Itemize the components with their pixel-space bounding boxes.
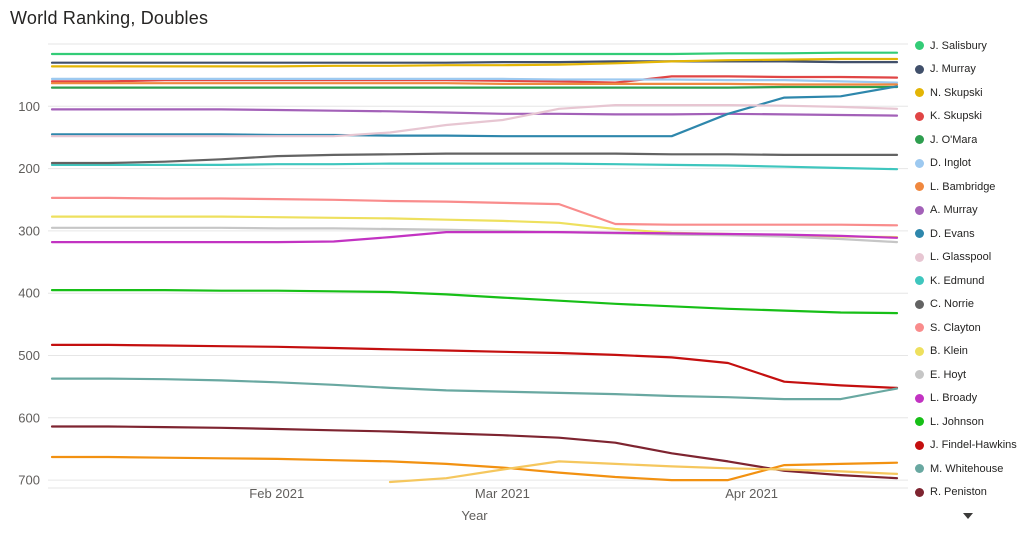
y-tick-label: 200 <box>18 161 40 176</box>
legend-label: R. Peniston <box>930 486 987 499</box>
legend-item-e-hoyt[interactable]: E. Hoyt <box>915 363 1023 387</box>
legend-item-j-salisbury[interactable]: J. Salisbury <box>915 34 1023 58</box>
legend-item-k-edmund[interactable]: K. Edmund <box>915 269 1023 293</box>
legend-label: L. Bambridge <box>930 180 996 193</box>
legend-color-dot <box>915 111 924 121</box>
line-chart-plot: 100 200 300 400 500 600 700 Feb 2021 Mar 2021 Apr… <box>18 43 908 501</box>
legend-label: A. Murray <box>930 204 978 217</box>
chart-title: World Ranking, Doubles <box>10 8 209 28</box>
legend-label: K. Edmund <box>930 274 985 287</box>
legend-item-l-bambridge[interactable]: L. Bambridge <box>915 175 1023 199</box>
x-tick-label: Feb 2021 <box>249 486 304 501</box>
legend-item-l-johnson[interactable]: L. Johnson <box>915 410 1023 434</box>
legend-item-d-evans[interactable]: D. Evans <box>915 222 1023 246</box>
legend-item-m-whitehouse[interactable]: M. Whitehouse <box>915 457 1023 481</box>
legend-color-dot <box>915 346 924 356</box>
legend-item-j-findel-hawkins[interactable]: J. Findel-Hawkins <box>915 434 1023 458</box>
series-line-l-bambridge[interactable] <box>50 82 899 86</box>
legend-label: E. Hoyt <box>930 368 967 381</box>
series-line-d-inglot[interactable] <box>50 77 899 84</box>
y-tick-label: 100 <box>18 99 40 114</box>
series-line-unlabeled-orange[interactable] <box>50 455 899 482</box>
series-line-j-o-mara[interactable] <box>50 85 899 89</box>
series-line-l-johnson[interactable] <box>50 289 899 315</box>
legend-color-dot <box>915 41 924 51</box>
chart-legend: J. Salisbury J. Murray N. Skupski K. Skupsk… <box>915 34 1023 504</box>
series-line-a-murray[interactable] <box>50 108 899 117</box>
series-line-j-salisbury[interactable] <box>50 51 899 56</box>
series-line-m-whitehouse[interactable] <box>50 377 899 401</box>
legend-item-k-skupski[interactable]: K. Skupski <box>915 105 1023 129</box>
legend-color-dot <box>915 440 924 450</box>
legend-label: M. Whitehouse <box>930 462 1004 475</box>
x-tick-label: Apr 2021 <box>725 486 778 501</box>
legend-item-j-murray[interactable]: J. Murray <box>915 58 1023 82</box>
legend-label: J. Findel-Hawkins <box>930 439 1017 452</box>
legend-color-dot <box>915 135 924 145</box>
legend-item-r-peniston[interactable]: R. Peniston <box>915 481 1023 505</box>
series-line-n-skupski[interactable] <box>50 57 899 68</box>
legend-scroll-down-button[interactable] <box>958 509 978 523</box>
series-line-c-norrie[interactable] <box>50 152 899 165</box>
series-line-j-findel-hawkins[interactable] <box>50 343 899 389</box>
legend-color-dot <box>915 205 924 215</box>
legend-color-dot <box>915 88 924 98</box>
legend-label: B. Klein <box>930 345 968 358</box>
series-line-d-evans[interactable] <box>50 85 899 138</box>
legend-color-dot <box>915 370 924 380</box>
y-tick-label: 600 <box>18 410 40 425</box>
legend-color-dot <box>915 323 924 333</box>
legend-label: S. Clayton <box>930 321 981 334</box>
legend-color-dot <box>915 252 924 262</box>
legend-color-dot <box>915 229 924 239</box>
legend-item-l-broady[interactable]: L. Broady <box>915 387 1023 411</box>
series-line-l-glasspool[interactable] <box>50 103 899 138</box>
legend-item-d-inglot[interactable]: D. Inglot <box>915 152 1023 176</box>
legend-label: N. Skupski <box>930 86 983 99</box>
legend-color-dot <box>915 417 924 427</box>
chevron-down-icon <box>963 513 973 519</box>
legend-item-a-murray[interactable]: A. Murray <box>915 199 1023 223</box>
legend-color-dot <box>915 182 924 192</box>
series-line-unlabeled-amber[interactable] <box>388 460 899 484</box>
legend-item-l-glasspool[interactable]: L. Glasspool <box>915 246 1023 270</box>
series-line-r-peniston[interactable] <box>50 425 899 480</box>
legend-item-j-o-mara[interactable]: J. O'Mara <box>915 128 1023 152</box>
y-tick-label: 300 <box>18 223 40 238</box>
legend-color-dot <box>915 158 924 168</box>
legend-color-dot <box>915 276 924 286</box>
legend-label: J. Murray <box>930 63 976 76</box>
y-tick-label: 500 <box>18 348 40 363</box>
series-line-l-broady[interactable] <box>50 231 899 244</box>
y-tick-label: 400 <box>18 286 40 301</box>
series-line-j-murray[interactable] <box>50 60 899 64</box>
series-line-s-clayton[interactable] <box>50 196 899 227</box>
legend-label: D. Evans <box>930 227 975 240</box>
legend-label: J. O'Mara <box>930 133 978 146</box>
legend-label: L. Johnson <box>930 415 984 428</box>
legend-label: D. Inglot <box>930 157 971 170</box>
legend-color-dot <box>915 299 924 309</box>
legend-color-dot <box>915 64 924 74</box>
x-axis-title: Year <box>461 508 488 523</box>
legend-color-dot <box>915 393 924 403</box>
legend-label: L. Glasspool <box>930 251 992 264</box>
y-tick-label: 700 <box>18 473 40 488</box>
legend-color-dot <box>915 487 924 497</box>
legend-label: K. Skupski <box>930 110 982 123</box>
series-line-k-edmund[interactable] <box>50 162 899 171</box>
legend-label: L. Broady <box>930 392 978 405</box>
legend-item-n-skupski[interactable]: N. Skupski <box>915 81 1023 105</box>
legend-item-s-clayton[interactable]: S. Clayton <box>915 316 1023 340</box>
x-tick-label: Mar 2021 <box>475 486 530 501</box>
legend-label: C. Norrie <box>930 298 975 311</box>
series-line-e-hoyt[interactable] <box>50 226 899 244</box>
legend-color-dot <box>915 464 924 474</box>
legend-item-b-klein[interactable]: B. Klein <box>915 340 1023 364</box>
legend-label: J. Salisbury <box>930 39 987 52</box>
series-line-k-skupski[interactable] <box>50 75 899 84</box>
legend-item-c-norrie[interactable]: C. Norrie <box>915 293 1023 317</box>
